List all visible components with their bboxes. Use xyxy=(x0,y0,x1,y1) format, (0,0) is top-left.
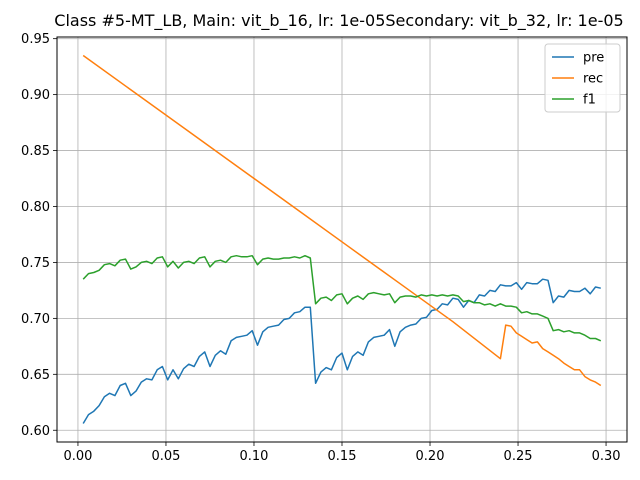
x-tick-label: 0.10 xyxy=(240,449,269,464)
legend: pre rec f1 xyxy=(544,43,621,113)
series-lines xyxy=(82,54,602,424)
x-tick-label: 0.00 xyxy=(63,449,92,464)
y-tick-label: 0.85 xyxy=(21,144,50,159)
y-tick-label: 0.60 xyxy=(21,424,50,439)
chart-title: Class #5-MT_LB, Main: vit_b_16, lr: 1e-0… xyxy=(54,11,623,31)
y-tick-label: 0.90 xyxy=(21,88,50,103)
x-tick-label: 0.25 xyxy=(504,449,533,464)
legend-label-rec: rec xyxy=(583,72,603,87)
series-line-f1 xyxy=(82,254,602,342)
legend-box xyxy=(544,43,621,113)
y-tick-label: 0.80 xyxy=(21,200,50,215)
y-tick-label: 0.75 xyxy=(21,256,50,271)
x-tick-label: 0.05 xyxy=(151,449,180,464)
y-tick-label: 0.70 xyxy=(21,312,50,327)
axis-ticks: 0.00 0.05 0.10 0.15 0.20 0.25 0.30 0.60 0.65 0.70… xyxy=(21,32,620,464)
grid xyxy=(57,37,627,442)
x-tick-label: 0.30 xyxy=(592,449,621,464)
x-tick-label: 0.15 xyxy=(328,449,357,464)
y-tick-label: 0.65 xyxy=(21,368,50,383)
legend-label-pre: pre xyxy=(583,51,604,66)
series-line-rec xyxy=(82,54,602,387)
legend-label-f1: f1 xyxy=(583,93,596,108)
series-line-pre xyxy=(82,278,601,424)
y-tick-label: 0.95 xyxy=(21,32,50,47)
x-tick-label: 0.20 xyxy=(416,449,445,464)
